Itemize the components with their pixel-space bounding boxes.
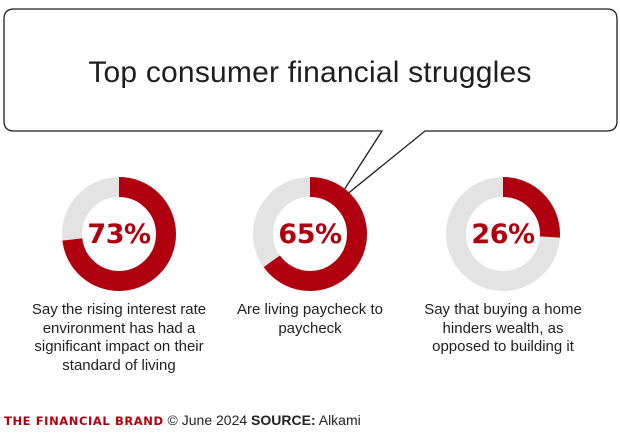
source-name: Alkami: [318, 412, 361, 428]
brand-logo: THE FINANCIAL BRAND: [4, 414, 164, 428]
donut-graphic-2: [253, 177, 367, 291]
footer: THE FINANCIAL BRAND © June 2024 SOURCE: …: [4, 412, 361, 428]
footer-date: © June 2024: [167, 412, 248, 428]
donut-graphic-3: [446, 177, 560, 291]
donut-arc-3: [446, 177, 560, 291]
donut-chart-1: 73%: [61, 176, 177, 292]
chart-title: Top consumer financial struggles: [88, 56, 532, 89]
donut-chart-2: 65%: [252, 176, 368, 292]
percent-label-3: 26%: [471, 218, 535, 250]
percent-label-1: 73%: [87, 218, 151, 250]
caption-3: Say that buying a home hinders wealth, a…: [424, 301, 582, 355]
caption-2: Are living paycheck to paycheck: [237, 301, 383, 337]
percent-label-2: 65%: [278, 218, 342, 250]
donut-arc-2: [253, 177, 367, 291]
source-label: SOURCE:: [251, 412, 316, 428]
donut-arc-1: [62, 177, 176, 291]
donut-chart-3: 26%: [445, 176, 561, 292]
donut-graphic-1: [62, 177, 176, 291]
caption-1: Say the rising interest rate environment…: [31, 301, 207, 374]
